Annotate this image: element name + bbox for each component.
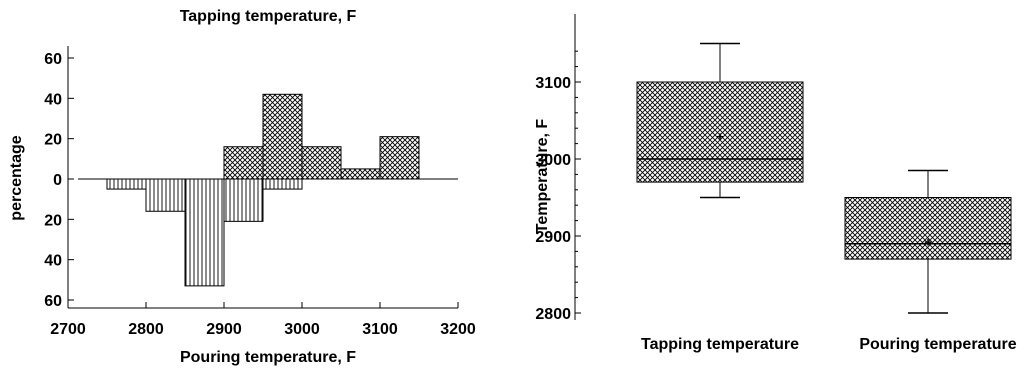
boxplot-axes: 2800 2900 3000 3100 [535, 14, 581, 323]
boxplot-y-axis-title: Temperature, F [534, 119, 551, 234]
histogram-x-tick-label: 3100 [362, 321, 398, 338]
box-tapping: + Tapping temperature [636, 42, 804, 353]
boxplot-boxes: + Tapping temperature + Pouring temperature [636, 42, 1017, 353]
histogram-y-tick-label: 60 [44, 51, 62, 68]
histogram-chart: Tapping temperature, F percentage Pourin… [8, 8, 476, 366]
box-iqr [844, 197, 1012, 260]
histogram-x-tick-label: 2900 [206, 321, 242, 338]
histogram-x-tick-label: 3200 [440, 321, 476, 338]
box-pouring: + Pouring temperature [844, 169, 1017, 353]
boxplot-y-tick-label: 2800 [535, 306, 571, 323]
histogram-y-tick-label: 40 [44, 91, 62, 108]
histogram-bar-down [262, 178, 303, 190]
boxplot-y-tick-label: 2900 [535, 229, 571, 246]
histogram-y-tick-label: 60 [44, 293, 62, 310]
histogram-x-tick-label: 2700 [50, 321, 86, 338]
histogram-bar-up [379, 136, 420, 180]
histogram-y-tick-label: 20 [44, 212, 62, 229]
histogram-bar-up [223, 146, 264, 180]
histogram-bar-down [223, 178, 264, 222]
histogram-bar-up [340, 168, 381, 180]
box-mean-marker: + [924, 234, 932, 249]
boxplot-y-tick-label: 3000 [535, 152, 571, 169]
histogram-bar-down [145, 178, 186, 212]
boxplot-category-label: Pouring temperature [859, 336, 1016, 353]
boxplot-chart: Temperature, F 2800 2900 3000 3100 + Tapping… [534, 14, 1017, 353]
box-mean-marker: + [716, 129, 724, 144]
histogram-bar-up [262, 93, 303, 180]
histogram-bar-down [184, 178, 225, 287]
histogram-bar-up [301, 146, 342, 180]
histogram-x-tick-label: 3000 [284, 321, 320, 338]
histogram-y-tick-label: 20 [44, 132, 62, 149]
histogram-series-up [223, 93, 420, 180]
histogram-x-tick-label: 2800 [128, 321, 164, 338]
box-iqr [636, 81, 804, 183]
histogram-title: Tapping temperature, F [180, 8, 357, 25]
histogram-y-tick-label: 0 [53, 172, 62, 189]
histogram-bar-down [106, 178, 147, 190]
boxplot-category-label: Tapping temperature [641, 336, 799, 353]
histogram-axes: 60 40 20 0 20 40 60 2700 2800 2900 3000 3100 3200 [44, 46, 476, 338]
histogram-y-tick-label: 40 [44, 253, 62, 270]
histogram-x-axis-title: Pouring temperature, F [180, 349, 356, 366]
histogram-y-axis-title: percentage [8, 135, 25, 220]
histogram-series-down [106, 178, 303, 287]
boxplot-y-tick-label: 3100 [535, 75, 571, 92]
